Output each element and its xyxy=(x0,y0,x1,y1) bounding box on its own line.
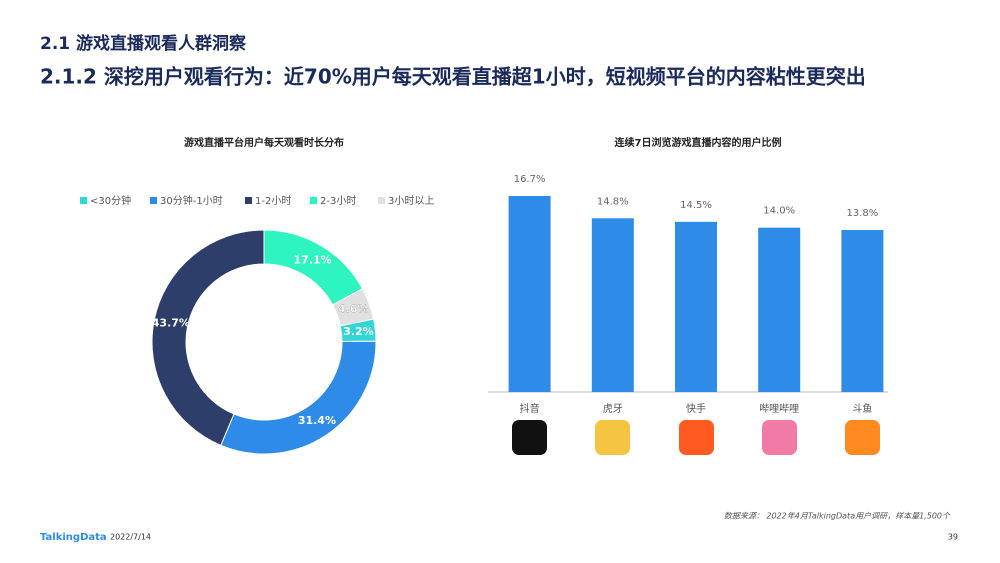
bar xyxy=(758,227,801,392)
data-label: 16.7% xyxy=(514,174,546,185)
data-label: 17.1% xyxy=(294,253,332,266)
data-label: 3.2% xyxy=(343,325,374,338)
legend-swatch xyxy=(310,197,317,204)
date: 2022/7/14 xyxy=(110,533,151,542)
legend-label: 30分钟-1小时 xyxy=(160,194,223,207)
data-label: 13.8% xyxy=(847,208,879,219)
app-icons xyxy=(512,420,880,455)
legend-swatch xyxy=(80,197,87,204)
bar xyxy=(841,230,884,392)
donut-slice xyxy=(331,287,375,327)
slide-title: 2.1.2 深挖用户观看行为：近70%用户每天观看直播超1小时，短视频平台的内容… xyxy=(40,65,866,89)
icon xyxy=(679,420,714,455)
icon xyxy=(845,420,880,455)
legend-swatch xyxy=(378,197,385,204)
data-label: 4.6% xyxy=(338,302,369,315)
donut-slice xyxy=(263,229,364,306)
source-note: 数据来源： 2022年4月TalkingData用户调研，样本量1,500个 xyxy=(724,512,951,521)
data-label: 43.7% xyxy=(152,316,190,329)
chart-title: 游戏直播平台用户每天观看时长分布 xyxy=(184,136,344,149)
legend-label: 3小时以上 xyxy=(388,195,434,207)
icon xyxy=(595,420,630,455)
section-title: 2.1 游戏直播观看人群洞察 xyxy=(40,33,247,54)
data-label: 14.0% xyxy=(763,206,795,217)
x-tick-label: 虎牙 xyxy=(603,403,623,415)
data-label: 14.8% xyxy=(597,196,629,207)
page-number: 39 xyxy=(948,533,958,542)
bar xyxy=(508,196,551,392)
donut-slice xyxy=(220,340,377,455)
chart-title: 连续7日浏览游戏直播内容的用户比例 xyxy=(615,136,782,149)
legend-label: <30分钟 xyxy=(90,194,131,207)
bar xyxy=(591,218,634,392)
data-label: 31.4% xyxy=(298,414,336,427)
icon xyxy=(762,420,797,455)
icon xyxy=(512,420,547,455)
bar xyxy=(675,221,717,392)
legend-swatch xyxy=(150,197,157,204)
legend-label: 1-2小时 xyxy=(255,195,291,207)
x-tick-label: 哔哩哔哩 xyxy=(759,402,799,415)
legend-label: 2-3小时 xyxy=(320,195,356,207)
x-tick-label: 抖音 xyxy=(520,402,540,415)
legend-swatch xyxy=(245,197,252,204)
x-tick-label: 斗鱼 xyxy=(852,402,872,415)
data-label: 14.5% xyxy=(680,200,712,211)
donut-slice xyxy=(151,229,265,446)
brand: TalkingData xyxy=(40,532,107,543)
x-tick-label: 快手 xyxy=(686,402,706,415)
